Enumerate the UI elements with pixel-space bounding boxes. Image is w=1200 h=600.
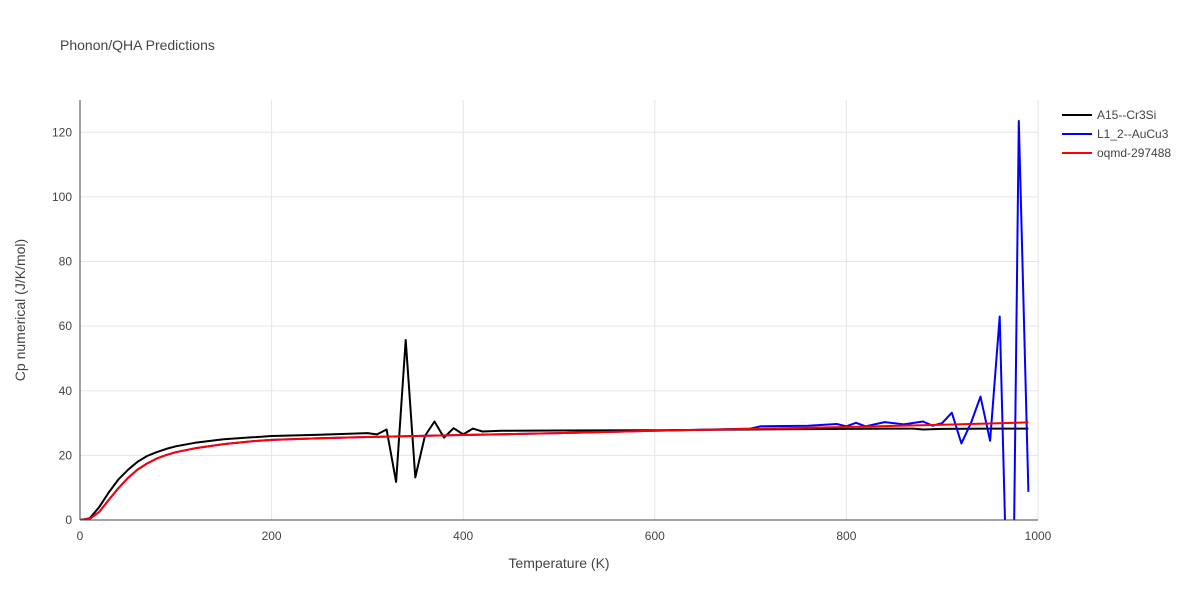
y-tick-label: 40 bbox=[59, 384, 73, 398]
y-tick-label: 20 bbox=[59, 448, 73, 462]
x-tick-label: 1000 bbox=[1025, 529, 1052, 543]
x-tick-label: 200 bbox=[262, 529, 282, 543]
y-axis-title: Cp numerical (J/K/mol) bbox=[12, 239, 28, 381]
series-line-1 bbox=[80, 339, 1029, 520]
y-tick-label: 60 bbox=[59, 319, 73, 333]
legend-label: oqmd-297488 bbox=[1097, 146, 1171, 160]
legend-item-1[interactable]: A15--Cr3Si bbox=[1062, 108, 1156, 122]
legend-label: L1_2--AuCu3 bbox=[1097, 127, 1169, 141]
axes bbox=[79, 100, 1038, 521]
grid bbox=[80, 100, 1039, 520]
x-tick-label: 0 bbox=[77, 529, 84, 543]
y-tick-label: 0 bbox=[65, 513, 72, 527]
x-tick-label: 600 bbox=[645, 529, 665, 543]
series-lines bbox=[80, 120, 1030, 520]
y-tick-label: 80 bbox=[59, 255, 73, 269]
legend-item-2[interactable]: L1_2--AuCu3 bbox=[1062, 127, 1169, 141]
legend[interactable]: A15--Cr3Si L1_2--AuCu3 oqmd-297488 bbox=[1062, 108, 1171, 160]
x-tick-label: 800 bbox=[836, 529, 856, 543]
y-tick-label: 120 bbox=[52, 125, 72, 139]
chart-title: Phonon/QHA Predictions bbox=[60, 37, 215, 53]
x-tick-label: 400 bbox=[453, 529, 473, 543]
series-line-3 bbox=[80, 421, 1029, 520]
x-axis-title: Temperature (K) bbox=[508, 555, 609, 571]
tick-labels: 0 200 400 600 800 1000 0 20 40 60 80 100 120 bbox=[52, 125, 1052, 543]
legend-item-3[interactable]: oqmd-297488 bbox=[1062, 146, 1171, 160]
y-tick-label: 100 bbox=[52, 190, 72, 204]
legend-label: A15--Cr3Si bbox=[1097, 108, 1156, 122]
